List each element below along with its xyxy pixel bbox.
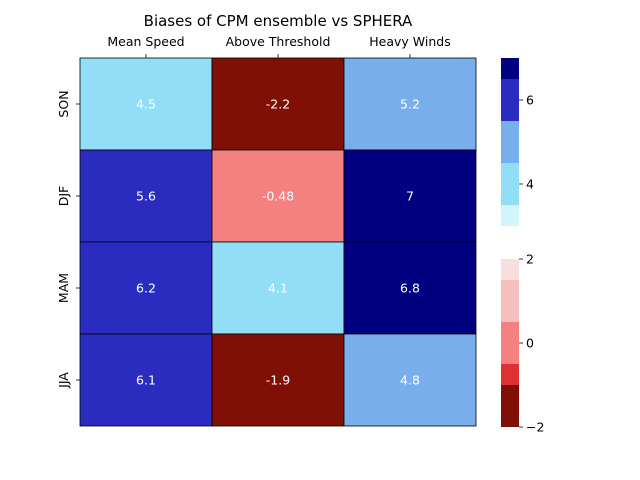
- y-tick-label: MAM: [56, 273, 71, 303]
- colorbar-tick-label: 0: [526, 336, 534, 351]
- cell-label: 6.8: [400, 281, 420, 296]
- heatmap-cell: [79, 57, 213, 151]
- x-tick-label: Mean Speed: [107, 34, 184, 49]
- colorbars: 4 6 −2 0 2: [501, 58, 544, 435]
- y-tick-label: JJA: [56, 372, 71, 389]
- cell-label: 4.8: [400, 373, 420, 388]
- x-tick-label: Heavy Winds: [369, 34, 450, 49]
- chart-title: Biases of CPM ensemble vs SPHERA: [144, 12, 413, 30]
- heatmap-cell: [211, 149, 345, 243]
- cell-label: 4.5: [136, 97, 156, 112]
- colorbar-bin: [501, 364, 519, 385]
- colorbar-bin: [501, 205, 519, 226]
- cell-label: 6.1: [136, 373, 156, 388]
- cell-label: 7: [406, 189, 414, 204]
- heatmap-cell: [79, 149, 213, 243]
- heatmap-cells: [79, 57, 477, 427]
- heatmap-cell: [343, 333, 477, 427]
- heatmap-cell: [79, 333, 213, 427]
- colorbar-bin: [501, 121, 519, 163]
- cell-label: 5.2: [400, 97, 420, 112]
- cell-label: 6.2: [136, 281, 156, 296]
- cell-label: -2.2: [266, 97, 290, 112]
- x-axis: Mean Speed Above Threshold Heavy Winds: [107, 34, 451, 58]
- colorbar-bin: [501, 280, 519, 322]
- cell-label: -1.9: [266, 373, 290, 388]
- y-tick-label: SON: [56, 90, 71, 117]
- colorbar-bin: [501, 163, 519, 205]
- cell-label: 4.1: [268, 281, 288, 296]
- y-tick-label: DJF: [56, 186, 71, 207]
- colorbar-bin: [501, 58, 519, 79]
- colorbar-tick-label: 6: [526, 93, 534, 108]
- heatmap-cell: [211, 241, 345, 335]
- colorbar-bin: [501, 322, 519, 364]
- heatmap-cell: [211, 57, 345, 151]
- colorbar-bin: [501, 385, 519, 427]
- colorbar-tick-label: 4: [526, 177, 534, 192]
- colorbar-bin: [501, 79, 519, 121]
- colorbar-tick-label: −2: [526, 420, 544, 435]
- y-axis: SON DJF MAM JJA: [56, 90, 80, 389]
- cell-label: 5.6: [136, 189, 156, 204]
- heatmap-cell: [343, 149, 477, 243]
- colorbar-bin: [501, 259, 519, 280]
- cell-labels: 4.5 -2.2 5.2 5.6 -0.48 7 6.2 4.1 6.8 6.1 -1.9 4.8: [136, 97, 420, 388]
- cell-label: -0.48: [262, 189, 294, 204]
- x-tick-label: Above Threshold: [226, 34, 331, 49]
- colorbar-tick-label: 2: [526, 252, 534, 267]
